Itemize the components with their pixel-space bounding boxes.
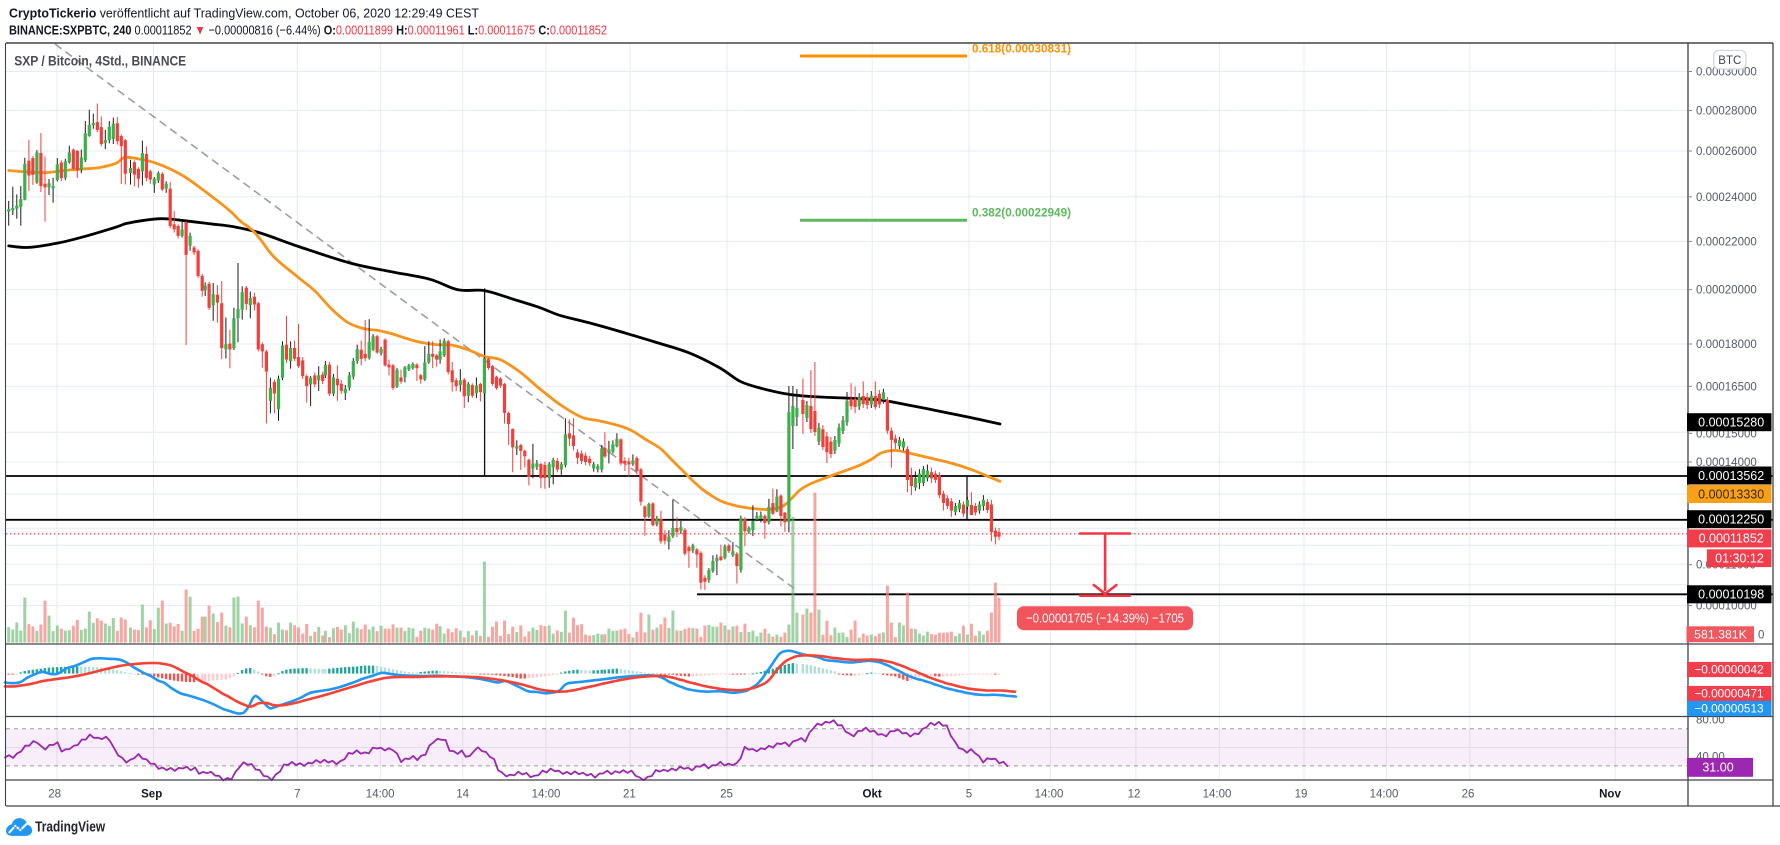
svg-text:Nov: Nov bbox=[1599, 789, 1621, 801]
svg-text:−0.00000471: −0.00000471 bbox=[1694, 687, 1763, 701]
svg-text:0.00013562: 0.00013562 bbox=[1698, 469, 1764, 483]
svg-text:SXP / Bitcoin, 4Std., BINANCE: SXP / Bitcoin, 4Std., BINANCE bbox=[14, 53, 186, 68]
svg-text:0.00014000: 0.00014000 bbox=[1696, 457, 1757, 469]
svg-text:TradingView: TradingView bbox=[35, 820, 105, 836]
svg-text:21: 21 bbox=[623, 789, 636, 801]
svg-text:31.00: 31.00 bbox=[1702, 761, 1733, 775]
svg-text:0.00012250: 0.00012250 bbox=[1698, 513, 1764, 527]
svg-text:12: 12 bbox=[1128, 789, 1141, 801]
svg-text:14:00: 14:00 bbox=[366, 789, 395, 801]
svg-text:28: 28 bbox=[48, 789, 61, 801]
svg-text:0.00015000: 0.00015000 bbox=[1696, 428, 1757, 440]
svg-text:0.00016500: 0.00016500 bbox=[1696, 381, 1757, 393]
svg-text:581.381K: 581.381K bbox=[1694, 628, 1747, 642]
svg-text:14: 14 bbox=[456, 789, 469, 801]
svg-text:01:30:12: 01:30:12 bbox=[1715, 552, 1764, 566]
svg-text:14:00: 14:00 bbox=[532, 789, 561, 801]
svg-text:7: 7 bbox=[294, 789, 300, 801]
svg-text:BTC: BTC bbox=[1718, 55, 1741, 67]
svg-text:0.00013330: 0.00013330 bbox=[1698, 487, 1764, 501]
svg-text:0.00026000: 0.00026000 bbox=[1696, 146, 1757, 158]
svg-text:0.00011852: 0.00011852 bbox=[1699, 532, 1764, 546]
svg-text:14:00: 14:00 bbox=[1370, 789, 1399, 801]
svg-text:0.00024000: 0.00024000 bbox=[1696, 192, 1757, 204]
svg-text:CryptoTickerio veröffentlicht: CryptoTickerio veröffentlicht auf Tradin… bbox=[9, 6, 479, 21]
svg-text:0.00028000: 0.00028000 bbox=[1696, 106, 1757, 118]
svg-text:80.00: 80.00 bbox=[1696, 715, 1725, 727]
svg-text:0: 0 bbox=[1758, 630, 1764, 642]
svg-text:0.00010198: 0.00010198 bbox=[1698, 588, 1764, 602]
svg-text:0.00020000: 0.00020000 bbox=[1696, 285, 1757, 297]
svg-text:0.00022000: 0.00022000 bbox=[1696, 236, 1757, 248]
svg-text:5: 5 bbox=[966, 789, 972, 801]
svg-text:Sep: Sep bbox=[141, 789, 162, 801]
svg-text:−0.00000513: −0.00000513 bbox=[1694, 702, 1764, 716]
svg-text:0.00018000: 0.00018000 bbox=[1696, 339, 1757, 351]
svg-text:25: 25 bbox=[720, 789, 733, 801]
svg-text:Okt: Okt bbox=[863, 789, 882, 801]
svg-text:0.00015280: 0.00015280 bbox=[1698, 416, 1764, 430]
svg-text:BINANCE:SXPBTC, 240 0.0001185: BINANCE:SXPBTC, 240 0.00011852 ▼ −0.0000… bbox=[9, 23, 607, 38]
svg-text:14:00: 14:00 bbox=[1203, 789, 1232, 801]
svg-text:0.00010000: 0.00010000 bbox=[1696, 601, 1757, 613]
svg-text:26: 26 bbox=[1462, 789, 1475, 801]
svg-text:14:00: 14:00 bbox=[1035, 789, 1064, 801]
svg-text:19: 19 bbox=[1295, 789, 1308, 801]
svg-text:−0.00000042: −0.00000042 bbox=[1694, 663, 1763, 677]
svg-text:0.382(0.00022949): 0.382(0.00022949) bbox=[972, 208, 1071, 220]
svg-text:0.618(0.00030831): 0.618(0.00030831) bbox=[972, 44, 1071, 56]
svg-text:−0.00001705 (−14.39%) −1705: −0.00001705 (−14.39%) −1705 bbox=[1026, 611, 1184, 626]
